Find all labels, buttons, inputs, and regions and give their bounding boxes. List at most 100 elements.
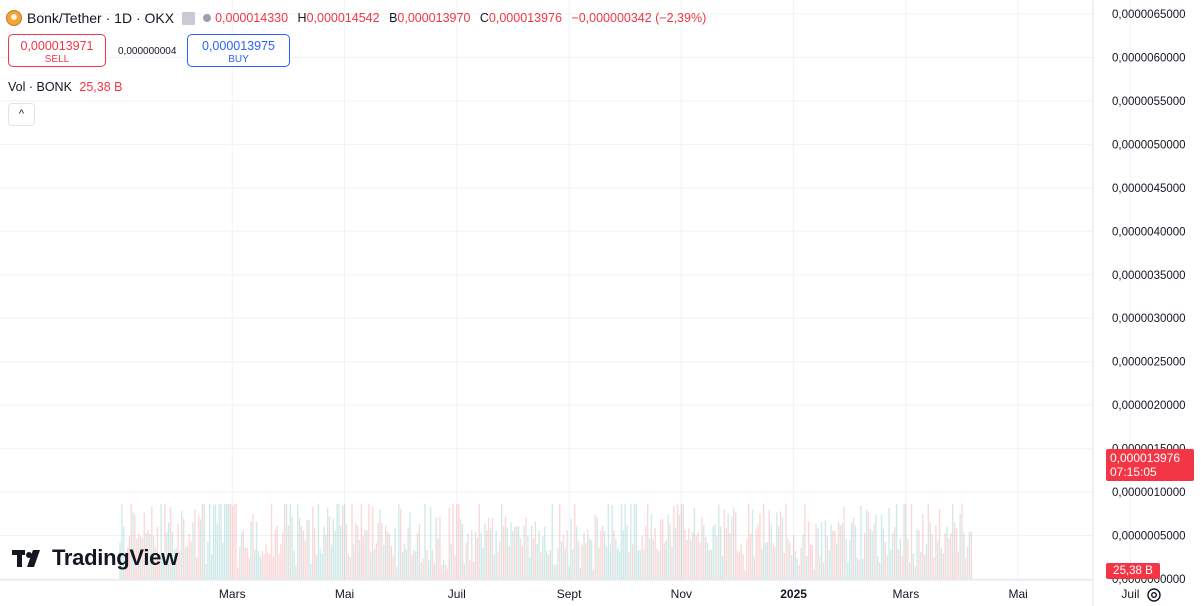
volume-bar	[577, 540, 580, 579]
volume-bar	[708, 550, 711, 579]
volume-bar	[768, 510, 770, 579]
volume-bar	[287, 525, 290, 579]
volume-bar	[456, 504, 458, 579]
sell-button[interactable]: 0,000013971 SELL	[8, 34, 106, 67]
volume-bar	[276, 525, 278, 579]
volume-bar	[291, 516, 293, 579]
volume-bar	[710, 549, 712, 579]
volume-bar	[712, 526, 714, 579]
volume-bar	[615, 539, 617, 579]
volume-bar	[605, 546, 608, 579]
volume-bar	[931, 533, 933, 579]
volume-bar	[783, 553, 785, 579]
square-icon[interactable]	[182, 11, 196, 25]
volume-bar	[676, 504, 679, 579]
volume-bar	[968, 532, 971, 579]
volume-bar	[542, 536, 544, 579]
buy-price: 0,000013975	[202, 39, 275, 53]
volume-bar	[787, 538, 789, 579]
volume-bar	[570, 518, 572, 579]
gear-icon[interactable]	[1146, 587, 1162, 603]
volume-bar	[858, 559, 860, 579]
volume-bar	[459, 519, 462, 579]
volume-bar	[203, 504, 205, 579]
volume-bar	[469, 559, 471, 579]
volume-bar	[961, 504, 963, 579]
volume-bar	[186, 546, 189, 579]
volume-bar	[283, 504, 286, 579]
volume-bar	[379, 509, 381, 579]
volume-bar	[158, 556, 160, 579]
volume-bar	[515, 526, 518, 579]
volume-bar	[356, 525, 359, 579]
spread-value: 0,000000004	[118, 46, 177, 57]
volume-bar	[776, 512, 778, 579]
volume-bar	[721, 555, 724, 579]
y-tick-label: 0,0000050000	[1112, 139, 1186, 151]
tradingview-logo[interactable]: TradingView	[12, 545, 178, 571]
volume-bar	[132, 512, 134, 579]
volume-bar	[789, 542, 791, 579]
volume-bar	[555, 564, 557, 579]
high-key: H	[297, 11, 307, 25]
y-tick-label: 0,0000045000	[1112, 183, 1186, 195]
volume-bar	[893, 527, 896, 579]
volume-bar	[248, 557, 250, 579]
volume-bar	[338, 504, 340, 579]
volume-bar	[124, 554, 127, 579]
volume-bar	[575, 526, 578, 579]
volume-bar	[966, 546, 969, 579]
volume-bar	[884, 542, 887, 579]
volume-bar	[343, 504, 346, 579]
status-dot-icon	[203, 14, 212, 22]
buy-button[interactable]: 0,000013975 BUY	[187, 34, 290, 67]
volume-bar	[220, 504, 222, 579]
volume-bar	[399, 508, 402, 579]
volume-bar	[244, 547, 247, 579]
volume-bar	[218, 504, 220, 579]
x-tick-label: Nov	[671, 587, 692, 601]
volume-bar	[544, 526, 546, 579]
volume-bar	[746, 539, 748, 579]
price-axis[interactable]: 0,0000065000 0,0000060000 0,0000055000 0,00…	[1112, 9, 1186, 586]
volume-bar	[366, 530, 368, 579]
symbol-legend: Bonk/Tether · 1D · OKX 0,000014330 H0,00…	[6, 8, 706, 28]
volume-bar	[341, 505, 344, 579]
volume-bar	[588, 538, 591, 579]
volume-bar	[804, 504, 806, 579]
volume-bar	[686, 540, 688, 579]
volume-bar	[194, 509, 196, 579]
volume-bar	[128, 536, 131, 579]
volume-bar	[907, 538, 909, 579]
volume-bar	[233, 504, 235, 579]
change-value: −0,000000342 (−2,39%)	[571, 11, 707, 25]
volume-bar	[197, 515, 200, 579]
volume-bar	[691, 531, 694, 579]
volume-bar	[785, 504, 787, 579]
volume-bar	[751, 509, 754, 579]
volume-bar	[680, 504, 683, 579]
symbol-title[interactable]: Bonk/Tether · 1D · OKX	[27, 10, 175, 26]
volume-bar	[579, 567, 582, 579]
volume-bar	[886, 555, 888, 579]
volume-bar	[424, 504, 426, 579]
volume-bar	[317, 504, 320, 579]
volume-bar	[450, 543, 452, 579]
y-tick-label: 0,0000035000	[1112, 270, 1186, 282]
volume-bar	[487, 517, 490, 579]
volume-bar	[908, 562, 911, 579]
volume-bar	[313, 527, 316, 579]
volume-bar	[196, 557, 198, 579]
volume-bar	[304, 540, 306, 579]
volume-bar	[463, 564, 465, 579]
volume-bar	[527, 535, 529, 579]
volume-bar	[214, 504, 217, 579]
volume-bar	[609, 544, 611, 579]
volume-bar	[951, 504, 954, 579]
volume-bar	[890, 549, 892, 579]
volume-bar	[480, 532, 482, 579]
time-axis[interactable]: Mars Mai Juil Sept Nov 2025 Mars Mai Juil	[219, 587, 1139, 601]
volume-bar	[903, 504, 905, 579]
collapse-legend-button[interactable]: ^	[8, 103, 35, 126]
